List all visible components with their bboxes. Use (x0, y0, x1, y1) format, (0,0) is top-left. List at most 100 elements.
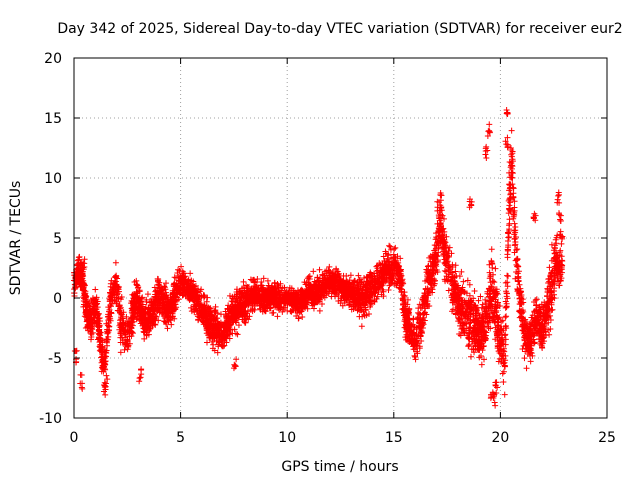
data-point (346, 301, 353, 308)
data-point (492, 265, 499, 272)
data-point (185, 281, 192, 288)
data-point (111, 297, 118, 304)
data-point (264, 277, 271, 284)
data-point (179, 287, 186, 294)
data-point (523, 365, 530, 372)
data-point (466, 324, 473, 331)
data-point (437, 235, 444, 242)
data-point (406, 322, 413, 329)
data-point (138, 317, 145, 324)
data-point (82, 290, 89, 297)
data-point (92, 286, 99, 293)
data-point (504, 272, 511, 279)
data-point (462, 300, 469, 307)
data-point (162, 286, 169, 293)
data-point (361, 274, 368, 281)
data-point (210, 320, 217, 327)
data-point (274, 290, 281, 297)
data-point (433, 234, 440, 241)
data-point (451, 277, 458, 284)
data-point (312, 290, 319, 297)
data-point (454, 282, 461, 289)
data-point (519, 346, 526, 353)
data-point (118, 294, 125, 301)
data-point (445, 287, 452, 294)
data-point (504, 279, 511, 286)
data-point (198, 313, 205, 320)
data-point (74, 262, 81, 269)
data-point (319, 271, 326, 278)
data-point (133, 316, 140, 323)
data-point (145, 308, 152, 315)
data-point (269, 310, 276, 317)
data-point (190, 284, 197, 291)
data-point (358, 323, 365, 330)
data-point (104, 336, 111, 343)
data-point (114, 275, 121, 282)
data-point (76, 253, 83, 260)
data-point (468, 330, 475, 337)
data-point (473, 317, 480, 324)
data-point (477, 293, 484, 300)
data-point (397, 255, 404, 262)
data-point (220, 337, 227, 344)
data-point (113, 272, 120, 279)
data-point (395, 275, 402, 282)
data-point (401, 318, 408, 325)
data-point (504, 229, 511, 236)
data-point (342, 283, 349, 290)
data-point (551, 280, 558, 287)
data-point (541, 338, 548, 345)
data-point (441, 236, 448, 243)
data-point (178, 263, 185, 270)
data-point (88, 336, 95, 343)
data-point (415, 309, 422, 316)
data-point (173, 274, 180, 281)
data-point (485, 319, 492, 326)
data-point (351, 296, 358, 303)
data-point (190, 290, 197, 297)
data-point (167, 317, 174, 324)
data-point (123, 313, 130, 320)
data-point (544, 293, 551, 300)
data-point (450, 306, 457, 313)
data-point (273, 288, 280, 295)
data-point (152, 321, 159, 328)
data-point (165, 313, 172, 320)
data-point (499, 317, 506, 324)
data-point (466, 341, 473, 348)
data-point (548, 291, 555, 298)
data-point (390, 275, 397, 282)
data-point (473, 329, 480, 336)
data-point (362, 307, 369, 314)
data-point (94, 310, 101, 317)
data-point (472, 302, 479, 309)
data-point (479, 323, 486, 330)
data-point (102, 349, 109, 356)
data-point (517, 285, 524, 292)
data-point (187, 270, 194, 277)
data-point (213, 315, 220, 322)
data-point (230, 308, 237, 315)
data-point (239, 312, 246, 319)
data-point (242, 299, 249, 306)
data-point (511, 220, 518, 227)
data-point (417, 325, 424, 332)
data-point (512, 229, 519, 236)
data-point (310, 268, 317, 275)
data-point (462, 311, 469, 318)
data-point (457, 332, 464, 339)
data-point (546, 264, 553, 271)
data-point (411, 342, 418, 349)
data-point (117, 310, 124, 317)
data-point (108, 309, 115, 316)
data-point (128, 328, 135, 335)
data-point (74, 257, 81, 264)
data-point (148, 298, 155, 305)
data-point (509, 170, 516, 177)
data-point (488, 246, 495, 253)
data-point (491, 315, 498, 322)
data-point (111, 279, 118, 286)
data-point (90, 298, 97, 305)
data-point (219, 343, 226, 350)
